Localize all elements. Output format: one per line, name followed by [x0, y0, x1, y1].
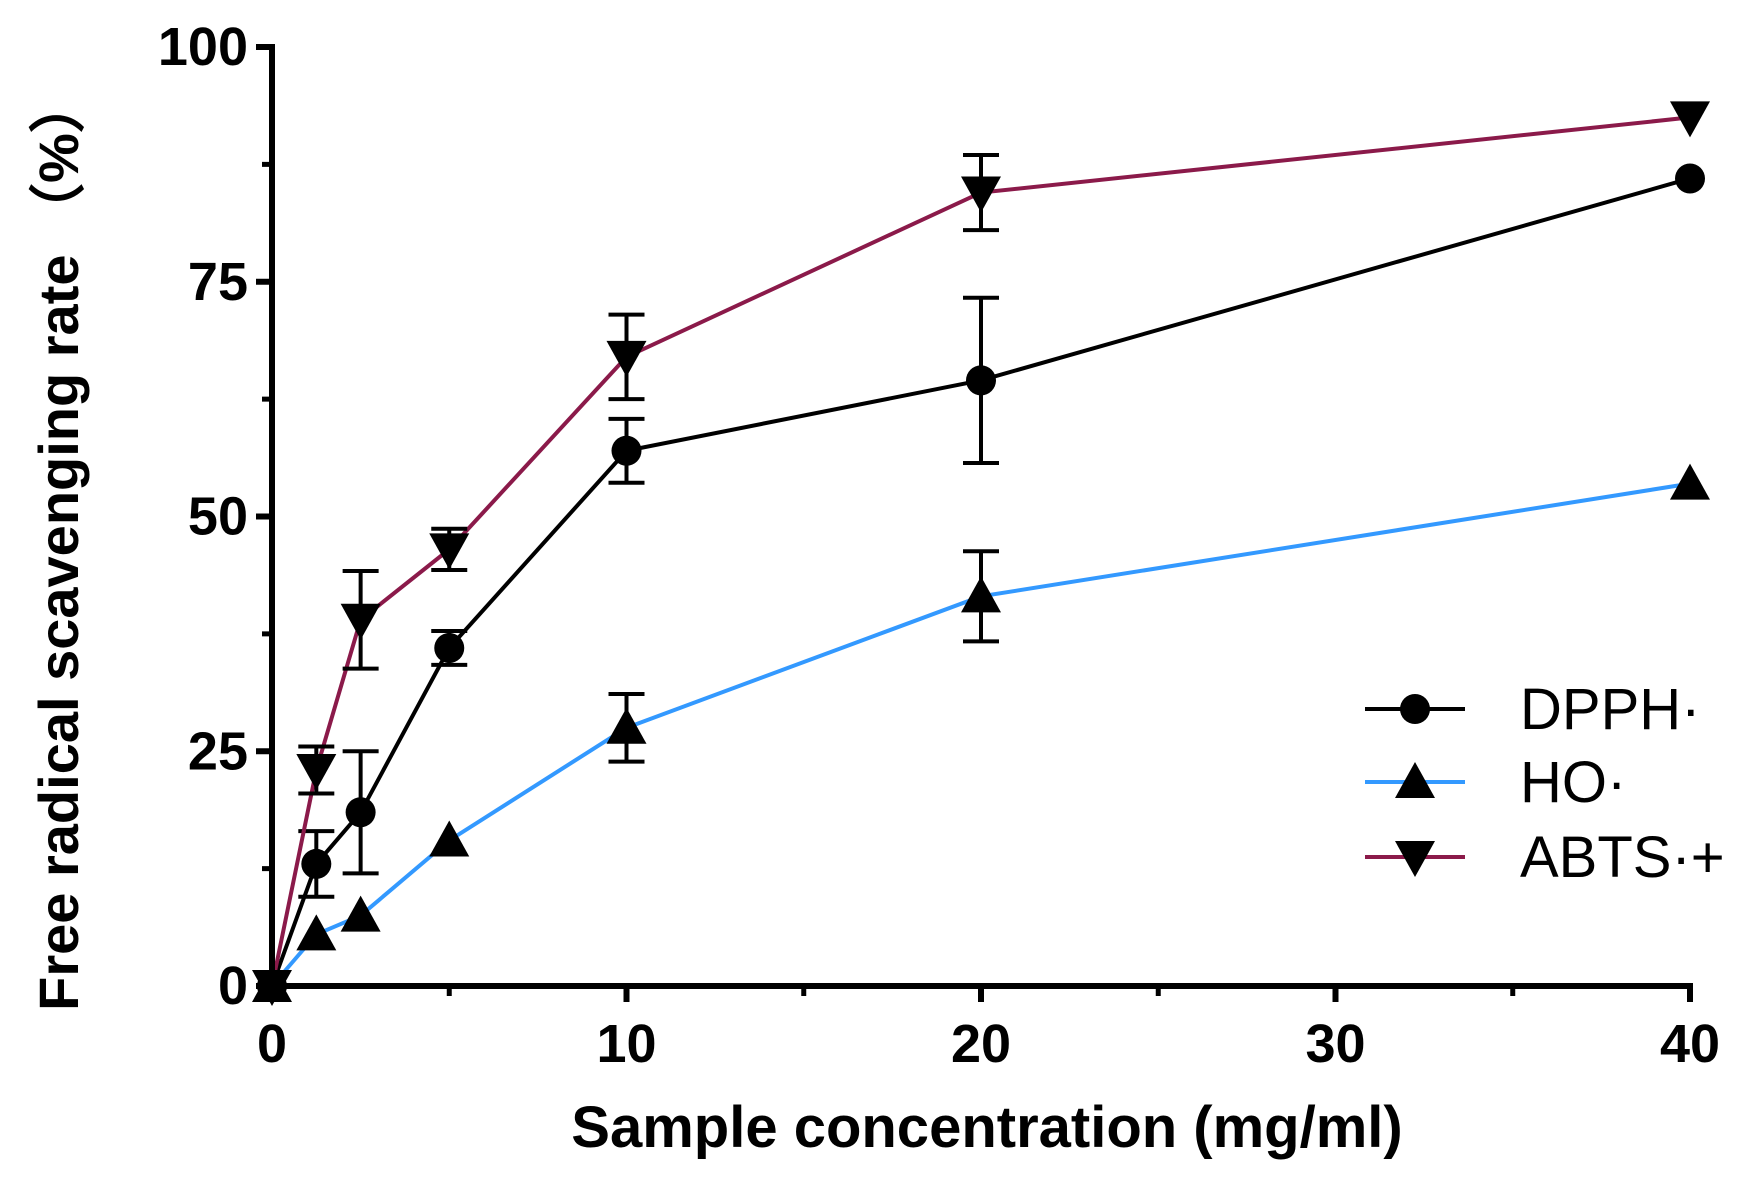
- legend-marker: [1395, 762, 1435, 798]
- data-point: [1675, 163, 1705, 194]
- data-point: [434, 632, 465, 663]
- y-tick-label: 25: [188, 721, 248, 781]
- y-tick-label: 75: [188, 252, 248, 312]
- data-point: [1670, 463, 1710, 500]
- legend: DPPH· HO· ABTS·+: [1365, 677, 1725, 890]
- y-tick-label: 50: [188, 487, 248, 547]
- x-axis-label: Sample concentration (mg/ml): [571, 1095, 1402, 1160]
- data-point: [296, 914, 337, 951]
- data-point: [340, 603, 381, 640]
- x-tick-label: 20: [951, 1014, 1011, 1074]
- x-tick-label: 10: [596, 1014, 656, 1074]
- x-tick-label: 0: [257, 1014, 287, 1074]
- x-tick-label: 40: [1660, 1014, 1720, 1074]
- series-layer: [252, 101, 1710, 1006]
- legend-item-2: ABTS·+: [1365, 825, 1725, 890]
- data-point: [961, 176, 1001, 213]
- legend-item-0: DPPH·: [1365, 677, 1700, 742]
- data-point: [429, 533, 470, 570]
- legend-label: ABTS·+: [1520, 825, 1725, 890]
- x-tick-label: 30: [1305, 1014, 1365, 1074]
- data-point: [296, 754, 337, 791]
- data-point: [340, 895, 381, 932]
- y-tick-label: 100: [158, 17, 248, 77]
- legend-label: DPPH·: [1520, 677, 1700, 742]
- legend-label: HO·: [1520, 750, 1626, 815]
- axes-layer: 0 25 50 75 100 0 10 20 30 40: [158, 17, 1720, 1074]
- data-point: [966, 365, 996, 396]
- data-point: [961, 576, 1001, 613]
- data-point: [429, 820, 470, 857]
- data-point: [345, 797, 376, 828]
- legend-item-1: HO·: [1365, 750, 1626, 815]
- y-axis-label: Free radical scavenging rate （%）: [27, 77, 90, 1011]
- data-point: [301, 848, 332, 879]
- series-2: [252, 101, 1710, 1006]
- data-point: [606, 340, 647, 377]
- data-point: [606, 707, 647, 744]
- data-point: [611, 435, 642, 466]
- data-point: [1670, 101, 1710, 138]
- y-tick-label: 0: [218, 956, 248, 1016]
- legend-marker: [1400, 694, 1430, 724]
- legend-marker: [1395, 841, 1435, 877]
- series-1: [252, 463, 1710, 1002]
